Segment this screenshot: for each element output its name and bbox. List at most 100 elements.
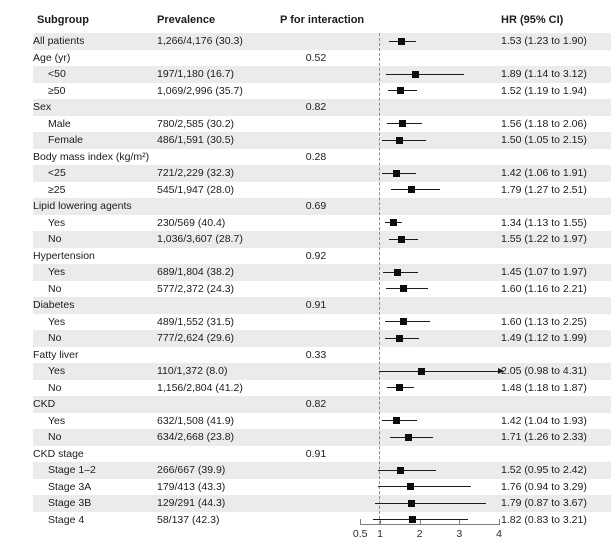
subgroup-item-label: Yes: [48, 315, 66, 328]
forest-row-plot: [352, 330, 506, 347]
hr-ci-value: 1.79 (1.27 to 2.51): [501, 183, 587, 196]
subgroup-item-label: No: [48, 332, 62, 344]
subgroup-item-label: Stage 3B: [48, 497, 92, 509]
ci-line: [378, 469, 437, 471]
x-axis-tick-label: 0.5: [352, 528, 368, 540]
p-interaction-value: 0.91: [305, 447, 327, 460]
table-row: Yes 489/1,552 (31.5) 1.60 (1.13 to 2.25): [0, 314, 616, 331]
ci-line: [379, 370, 499, 372]
table-row: Age (yr) 0.52: [0, 50, 616, 67]
hr-point-marker: [393, 417, 401, 425]
forest-row-plot: [352, 495, 506, 512]
hr-point-marker: [407, 499, 415, 507]
hr-point-marker: [397, 87, 405, 95]
hr-point-marker: [406, 483, 414, 491]
hr-point-marker: [389, 219, 397, 227]
table-row: Yes 632/1,508 (41.9) 1.42 (1.04 to 1.93): [0, 413, 616, 430]
hr-point-marker: [396, 136, 404, 144]
forest-row-plot: [352, 231, 506, 248]
p-interaction-value: 0.92: [305, 249, 327, 262]
forest-row-plot: [352, 264, 506, 281]
hr-point-marker: [400, 285, 408, 293]
hr-point-marker: [395, 334, 403, 342]
prevalence-value: 110/1,372 (8.0): [157, 365, 228, 377]
x-axis-tick-label: 1: [377, 528, 383, 540]
subgroup-category-label: Diabetes: [33, 299, 75, 311]
subgroup-item-label: Yes: [48, 266, 66, 278]
forest-row-plot: [352, 33, 506, 50]
forest-row-plot: [352, 281, 506, 298]
subgroup-category-label: Age (yr): [33, 51, 71, 64]
table-row: No 777/2,624 (29.6) 1.49 (1.12 to 1.99): [0, 330, 616, 347]
hr-point-marker: [409, 516, 417, 524]
ci-line: [381, 139, 426, 141]
prevalence-value: 777/2,624 (29.6): [157, 332, 235, 344]
subgroup-item-label: No: [48, 233, 62, 245]
hr-ci-value: 1.52 (0.95 to 2.42): [501, 464, 587, 476]
x-axis-tick: [419, 519, 421, 524]
subgroup-item-label: Male: [48, 117, 71, 130]
p-interaction-value: 0.82: [305, 101, 327, 113]
forest-row-plot: [352, 66, 506, 83]
table-row: Stage 1–2 266/667 (39.9) 1.52 (0.95 to 2.4…: [0, 462, 616, 479]
prevalence-value: 129/291 (44.3): [157, 497, 226, 509]
x-axis-tick-label: 4: [496, 528, 502, 540]
p-interaction-value: 0.91: [305, 299, 327, 311]
hr-ci-value: 1.49 (1.12 to 1.99): [501, 332, 587, 344]
hr-point-marker: [397, 37, 405, 45]
ci-line: [373, 519, 468, 521]
prevalence-value: 721/2,229 (32.3): [157, 167, 235, 179]
prevalence-value: 58/137 (42.3): [157, 513, 220, 526]
subgroup-category-label: All patients: [33, 35, 85, 47]
prevalence-value: 577/2,372 (24.3): [157, 282, 235, 295]
table-row: All patients 1,266/4,176 (30.3) 1.53 (1.23…: [0, 33, 616, 50]
subgroup-item-label: ≥25: [48, 183, 66, 196]
forest-row-plot: [352, 479, 506, 496]
x-axis-tick: [499, 519, 500, 524]
hr-ci-value: 1.53 (1.23 to 1.90): [501, 35, 587, 47]
prevalence-value: 545/1,947 (28.0): [157, 183, 235, 196]
hr-ci-value: 1.48 (1.18 to 1.87): [501, 381, 587, 394]
forest-row-plot: [352, 380, 506, 397]
table-row: CKD 0.82: [0, 396, 616, 413]
hr-point-marker: [393, 169, 401, 177]
table-row: No 634/2,668 (23.8) 1.71 (1.26 to 2.33): [0, 429, 616, 446]
subgroup-category-label: Lipid lowering agents: [33, 200, 132, 212]
hr-point-marker: [397, 466, 405, 474]
subgroup-category-label: CKD stage: [33, 447, 84, 460]
prevalence-value: 486/1,591 (30.5): [157, 134, 235, 146]
hr-ci-value: 1.89 (1.14 to 3.12): [501, 68, 587, 80]
prevalence-value: 780/2,585 (30.2): [157, 117, 235, 130]
prevalence-value: 1,266/4,176 (30.3): [157, 35, 243, 47]
table-row: Diabetes 0.91: [0, 297, 616, 314]
p-interaction-value: 0.52: [305, 51, 327, 64]
x-axis-line: [360, 524, 500, 525]
hr-ci-value: 1.50 (1.05 to 2.15): [501, 134, 587, 146]
hr-point-marker: [398, 235, 406, 243]
forest-row-plot: [352, 132, 506, 149]
table-row: ≥50 1,069/2,996 (35.7) 1.52 (1.19 to 1.94): [0, 83, 616, 100]
subgroup-item-label: Yes: [48, 414, 66, 427]
subgroup-item-label: Stage 4: [48, 513, 85, 526]
hr-point-marker: [411, 70, 419, 78]
subgroup-item-label: Stage 3A: [48, 480, 92, 493]
hr-ci-value: 1.76 (0.94 to 3.29): [501, 480, 587, 493]
p-interaction-value: 0.82: [305, 398, 327, 410]
prevalence-value: 689/1,804 (38.2): [157, 266, 235, 278]
forest-row-plot: [352, 462, 506, 479]
prevalence-value: 1,036/3,607 (28.7): [157, 233, 243, 245]
hr-ci-value: 1.42 (1.04 to 1.93): [501, 414, 587, 427]
table-row: Lipid lowering agents 0.69: [0, 198, 616, 215]
forest-row-plot: [352, 182, 506, 199]
forest-row-plot: [352, 215, 506, 232]
table-row: Fatty liver 0.33: [0, 347, 616, 364]
forest-row-plot: [352, 116, 506, 133]
subgroup-category-label: CKD: [33, 398, 56, 410]
hr-point-marker: [395, 384, 403, 392]
hr-point-marker: [407, 186, 415, 194]
prevalence-value: 489/1,552 (31.5): [157, 315, 235, 328]
table-row: Male 780/2,585 (30.2) 1.56 (1.18 to 2.06): [0, 116, 616, 133]
forest-row-plot: [352, 512, 506, 529]
x-axis-tick: [360, 519, 362, 524]
hr-ci-value: 1.55 (1.22 to 1.97): [501, 233, 587, 245]
